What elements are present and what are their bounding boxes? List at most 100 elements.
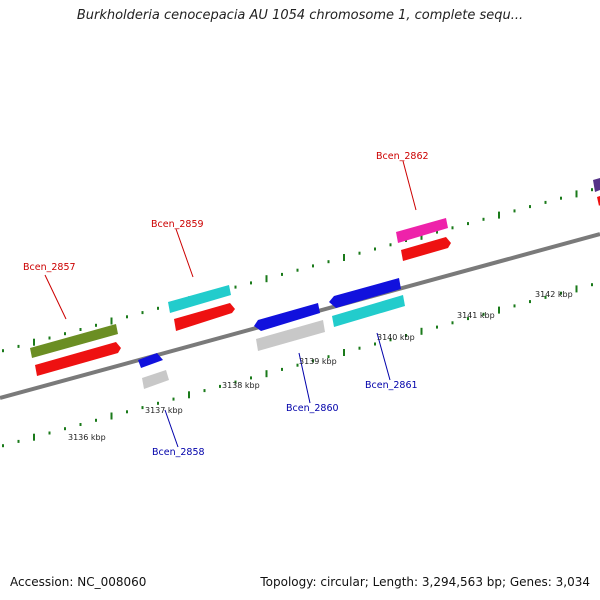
tick-mark bbox=[157, 401, 159, 405]
gene-label-bcen-2860[interactable]: Bcen_2860 bbox=[286, 403, 339, 414]
gene-bcen-2861[interactable] bbox=[329, 278, 405, 327]
scale-label: 3142 kbp bbox=[535, 290, 573, 299]
tick-mark bbox=[327, 260, 330, 264]
gene-bcen-2857[interactable] bbox=[30, 324, 121, 376]
tick-mark bbox=[126, 315, 128, 319]
scale-label: 3137 kbp bbox=[145, 406, 183, 415]
tick-mark bbox=[513, 209, 516, 213]
gene-labels: Bcen_2857 Bcen_2858 Bcen_2859 Bcen_2860 … bbox=[23, 151, 429, 458]
gene-bcen-2860[interactable] bbox=[254, 303, 325, 351]
tick-mark bbox=[172, 397, 175, 401]
tick-mark bbox=[234, 285, 237, 289]
tick-mark bbox=[498, 211, 500, 219]
gene-bar-red bbox=[597, 196, 600, 206]
topology-summary: Topology: circular; Length: 3,294,563 bp… bbox=[260, 575, 590, 589]
tick-mark bbox=[64, 332, 66, 336]
tick-mark bbox=[265, 370, 268, 378]
tick-mark bbox=[529, 300, 531, 304]
gene-bar-purple bbox=[593, 178, 600, 192]
gene-bar-blue bbox=[138, 353, 163, 368]
tick-mark bbox=[482, 312, 485, 316]
tick-mark bbox=[343, 349, 345, 356]
tick-mark bbox=[219, 384, 221, 388]
gene-bcen-2858[interactable] bbox=[138, 353, 169, 389]
tick-mark bbox=[436, 325, 438, 329]
gene-bcen-2862[interactable] bbox=[396, 218, 451, 261]
tick-mark bbox=[234, 380, 237, 384]
gene-label-bcen-2857[interactable]: Bcen_2857 bbox=[23, 262, 76, 273]
scale-label: 3141 kbp bbox=[457, 311, 495, 320]
tick-mark bbox=[141, 311, 144, 315]
gene-label-bcen-2858[interactable]: Bcen_2858 bbox=[152, 447, 205, 458]
tick-mark bbox=[48, 336, 51, 340]
tick-mark bbox=[312, 264, 314, 268]
scale-label: 3136 kbp bbox=[68, 433, 106, 442]
tick-mark bbox=[79, 328, 82, 331]
tick-mark bbox=[358, 251, 361, 255]
tick-marks bbox=[2, 188, 593, 448]
tick-mark bbox=[498, 306, 500, 314]
tick-mark bbox=[203, 389, 206, 393]
tick-mark bbox=[327, 355, 330, 359]
scale-label: 3140 kbp bbox=[377, 333, 415, 342]
gene-label-bcen-2859[interactable]: Bcen_2859 bbox=[151, 219, 204, 230]
tick-mark bbox=[17, 439, 20, 443]
tick-mark bbox=[141, 406, 144, 410]
tick-mark bbox=[451, 226, 454, 230]
tick-mark bbox=[575, 285, 578, 293]
tick-mark bbox=[17, 344, 20, 348]
tick-mark bbox=[529, 205, 531, 209]
gene-bar-cyan bbox=[168, 285, 231, 313]
tick-mark bbox=[110, 412, 113, 420]
tick-mark bbox=[467, 222, 469, 226]
gene-bar-blue bbox=[254, 303, 320, 331]
gene-partial-right[interactable] bbox=[593, 178, 600, 206]
tick-mark bbox=[374, 247, 376, 251]
tick-mark bbox=[343, 254, 345, 261]
tick-mark bbox=[513, 304, 516, 308]
gene-features[interactable] bbox=[30, 178, 600, 389]
tick-mark bbox=[575, 190, 578, 198]
gene-bcen-2859[interactable] bbox=[168, 285, 235, 331]
tick-mark bbox=[79, 423, 82, 426]
tick-mark bbox=[281, 367, 283, 371]
tick-mark bbox=[2, 349, 4, 353]
tick-mark bbox=[95, 418, 97, 422]
tick-mark bbox=[281, 272, 283, 276]
tick-mark bbox=[157, 306, 159, 310]
gene-label-bcen-2862[interactable]: Bcen_2862 bbox=[376, 151, 429, 162]
tick-mark bbox=[560, 291, 562, 295]
tick-mark bbox=[389, 243, 392, 247]
tick-mark bbox=[95, 323, 97, 327]
tick-mark bbox=[296, 363, 299, 367]
label-leader-lines bbox=[44, 160, 417, 448]
gene-bar-blue bbox=[329, 278, 401, 308]
gene-bar-red bbox=[401, 237, 451, 261]
tick-mark bbox=[544, 200, 547, 204]
tick-mark bbox=[482, 217, 485, 221]
tick-mark bbox=[374, 342, 376, 346]
tick-mark bbox=[591, 188, 593, 192]
tick-mark bbox=[296, 268, 299, 272]
tick-mark bbox=[405, 334, 407, 337]
tick-mark bbox=[560, 196, 562, 200]
gene-bar-olive bbox=[30, 324, 118, 358]
accession-text: Accession: NC_008060 bbox=[10, 575, 147, 589]
tick-mark bbox=[2, 444, 4, 448]
tick-mark bbox=[420, 327, 423, 335]
tick-mark bbox=[33, 433, 35, 441]
tick-mark bbox=[250, 376, 252, 380]
tick-mark bbox=[591, 283, 593, 287]
gene-bar-magenta bbox=[396, 218, 448, 243]
gene-bar-gray bbox=[256, 320, 325, 351]
tick-mark bbox=[358, 346, 361, 350]
tick-mark bbox=[126, 410, 128, 414]
tick-mark bbox=[467, 317, 469, 321]
tick-mark bbox=[312, 359, 314, 363]
gene-label-bcen-2861[interactable]: Bcen_2861 bbox=[365, 380, 418, 391]
tick-mark bbox=[188, 391, 190, 399]
tick-mark bbox=[250, 281, 252, 285]
gene-bar-red bbox=[174, 303, 235, 331]
tick-mark bbox=[265, 275, 268, 283]
